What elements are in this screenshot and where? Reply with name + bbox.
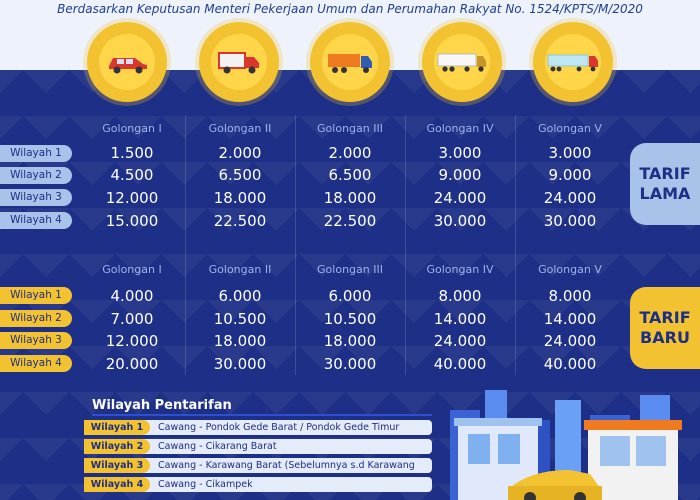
lama-w4-g1: 15.000 — [105, 212, 159, 230]
baru-w4-g5: 40.000 — [543, 355, 597, 373]
lama-golongan-3: Golongan III — [317, 122, 383, 135]
toll-gate-illustration — [450, 390, 682, 500]
lama-w4-g2: 22.500 — [213, 212, 267, 230]
truck-medium-icon — [310, 22, 390, 102]
baru-golongan-1: Golongan I — [102, 263, 162, 276]
baru-wilayah-3: Wilayah 3 — [0, 332, 72, 349]
lama-w3-g5: 24.000 — [543, 189, 597, 207]
legend-item: Wilayah 4 Cawang - Cikampek — [84, 477, 432, 492]
legend-badge: Wilayah 2 — [84, 439, 150, 454]
column-divider — [185, 115, 186, 375]
lama-golongan-5: Golongan V — [538, 122, 602, 135]
truck-small-icon — [199, 22, 279, 102]
column-divider — [515, 115, 516, 375]
legend-desc: Cawang - Pondok Gede Barat / Pondok Gede… — [158, 422, 400, 433]
lama-w2-g5: 9.000 — [548, 166, 592, 184]
baru-w3-g1: 12.000 — [105, 332, 159, 350]
trailer-truck-icon — [533, 22, 613, 102]
lama-w1-g4: 3.000 — [438, 144, 482, 162]
lama-wilayah-1: Wilayah 1 — [0, 145, 72, 162]
legend-desc: Cawang - Cikarang Barat — [158, 441, 277, 452]
baru-w2-g5: 14.000 — [543, 310, 597, 328]
baru-golongan-3: Golongan III — [317, 263, 383, 276]
lama-wilayah-3: Wilayah 3 — [0, 189, 72, 206]
lama-wilayah-2: Wilayah 2 — [0, 167, 72, 184]
baru-w1-g5: 8.000 — [548, 287, 592, 305]
legend-badge: Wilayah 3 — [84, 458, 150, 473]
baru-w2-g4: 14.000 — [433, 310, 487, 328]
legend-desc: Cawang - Cikampek — [158, 479, 253, 490]
baru-w4-g3: 30.000 — [323, 355, 377, 373]
lama-w2-g1: 4.500 — [110, 166, 154, 184]
baru-w3-g3: 18.000 — [323, 332, 377, 350]
baru-w2-g2: 10.500 — [213, 310, 267, 328]
baru-golongan-5: Golongan V — [538, 263, 602, 276]
lama-w4-g4: 30.000 — [433, 212, 487, 230]
tarif-lama-tag-line2: LAMA — [639, 184, 691, 203]
baru-wilayah-2: Wilayah 2 — [0, 310, 72, 327]
lama-w1-g5: 3.000 — [548, 144, 592, 162]
lama-golongan-4: Golongan IV — [426, 122, 494, 135]
tarif-lama-tag: TARIF LAMA — [630, 143, 700, 225]
lama-w2-g2: 6.500 — [218, 166, 262, 184]
legend-item: Wilayah 3 Cawang - Karawang Barat (Sebel… — [84, 458, 432, 486]
lama-golongan-2: Golongan II — [208, 122, 272, 135]
baru-golongan-2: Golongan II — [208, 263, 272, 276]
tarif-baru-tag: TARIF BARU — [630, 287, 700, 369]
baru-w1-g3: 6.000 — [328, 287, 372, 305]
baru-golongan-4: Golongan IV — [426, 263, 494, 276]
lama-w2-g3: 6.500 — [328, 166, 372, 184]
car-icon — [87, 22, 167, 102]
baru-wilayah-4: Wilayah 4 — [0, 355, 72, 372]
lama-w3-g3: 18.000 — [323, 189, 377, 207]
column-divider — [295, 115, 296, 375]
lama-w4-g3: 22.500 — [323, 212, 377, 230]
lama-w1-g3: 2.000 — [328, 144, 372, 162]
tarif-baru-tag-line2: BARU — [640, 328, 690, 347]
lama-w1-g2: 2.000 — [218, 144, 262, 162]
truck-large-icon — [422, 22, 502, 102]
tariff-panel — [0, 70, 700, 500]
baru-w3-g5: 24.000 — [543, 332, 597, 350]
lama-w3-g1: 12.000 — [105, 189, 159, 207]
column-divider — [405, 115, 406, 375]
baru-w4-g2: 30.000 — [213, 355, 267, 373]
lama-golongan-1: Golongan I — [102, 122, 162, 135]
baru-w1-g2: 6.000 — [218, 287, 262, 305]
baru-wilayah-1: Wilayah 1 — [0, 287, 72, 304]
lama-w3-g2: 18.000 — [213, 189, 267, 207]
baru-w3-g4: 24.000 — [433, 332, 487, 350]
decree-subtitle: Berdasarkan Keputusan Menteri Pekerjaan … — [57, 2, 643, 16]
legend-title: Wilayah Pentarifan — [92, 398, 232, 413]
lama-wilayah-4: Wilayah 4 — [0, 212, 72, 229]
baru-w2-g3: 10.500 — [323, 310, 377, 328]
lama-w3-g4: 24.000 — [433, 189, 487, 207]
lama-w4-g5: 30.000 — [543, 212, 597, 230]
tarif-baru-tag-line1: TARIF — [639, 308, 691, 327]
baru-w2-g1: 7.000 — [110, 310, 154, 328]
legend-divider — [92, 414, 432, 416]
lama-w2-g4: 9.000 — [438, 166, 482, 184]
legend-item: Wilayah 1 Cawang - Pondok Gede Barat / P… — [84, 420, 432, 435]
legend-badge: Wilayah 4 — [84, 477, 150, 492]
baru-w1-g1: 4.000 — [110, 287, 154, 305]
legend-item: Wilayah 2 Cawang - Cikarang Barat — [84, 439, 432, 454]
baru-w1-g4: 8.000 — [438, 287, 482, 305]
tarif-lama-tag-line1: TARIF — [639, 164, 691, 183]
baru-w3-g2: 18.000 — [213, 332, 267, 350]
legend-badge: Wilayah 1 — [84, 420, 150, 435]
baru-w4-g1: 20.000 — [105, 355, 159, 373]
baru-w4-g4: 40.000 — [433, 355, 487, 373]
lama-w1-g1: 1.500 — [110, 144, 154, 162]
